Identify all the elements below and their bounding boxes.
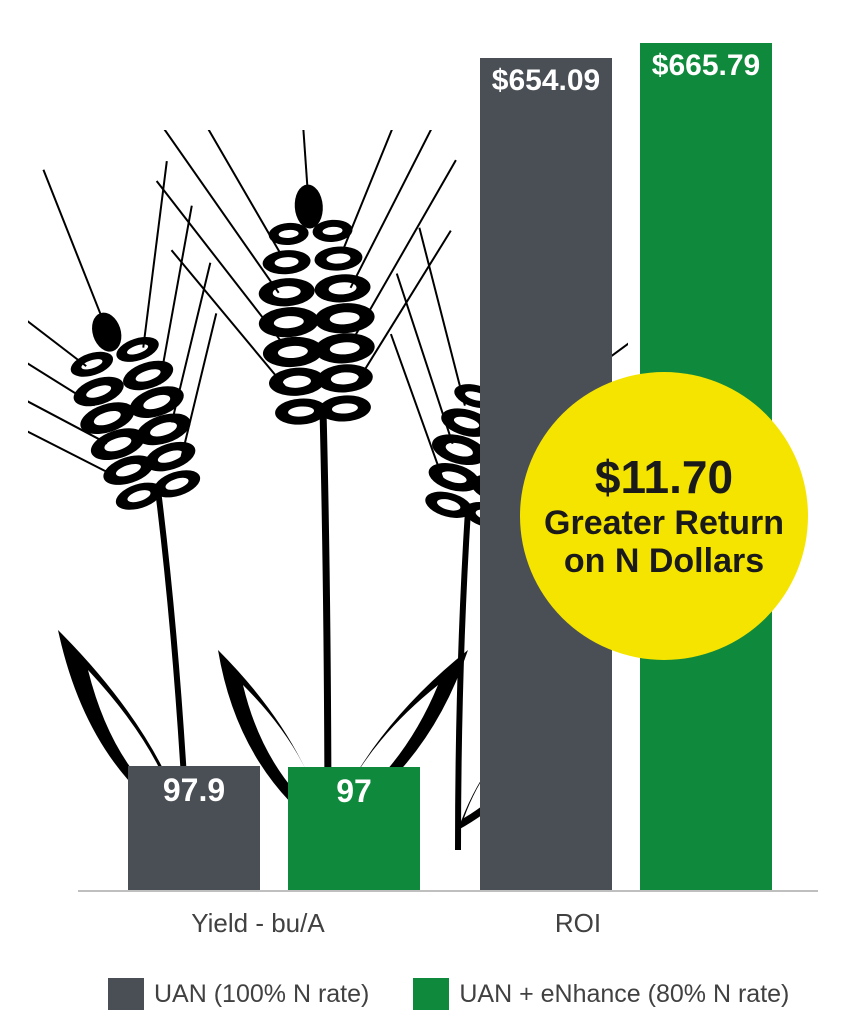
callout-text-1: Greater Return [544, 504, 784, 542]
bar-value-label: $654.09 [480, 64, 612, 98]
bar-yield-uan: 97.9 [128, 766, 260, 890]
bar-value-label: 97.9 [128, 772, 260, 809]
axis-category-label-yield: Yield - bu/A [108, 908, 408, 939]
legend-swatch [108, 978, 144, 1010]
legend-swatch [413, 978, 449, 1010]
callout-value: $11.70 [595, 452, 733, 504]
chart-legend: UAN (100% N rate) UAN + eNhance (80% N ra… [108, 978, 789, 1010]
bar-value-label: 97 [288, 773, 420, 810]
legend-item-0: UAN (100% N rate) [108, 978, 369, 1010]
chart-baseline [78, 890, 818, 892]
legend-label: UAN + eNhance (80% N rate) [459, 980, 789, 1009]
bar-yield-enhance: 97 [288, 767, 420, 890]
callout-text-2: on N Dollars [564, 542, 764, 580]
roi-callout: $11.70 Greater Return on N Dollars [520, 372, 808, 660]
axis-category-label-roi: ROI [428, 908, 728, 939]
legend-item-1: UAN + eNhance (80% N rate) [413, 978, 789, 1010]
legend-label: UAN (100% N rate) [154, 980, 369, 1009]
bar-value-label: $665.79 [640, 49, 772, 83]
